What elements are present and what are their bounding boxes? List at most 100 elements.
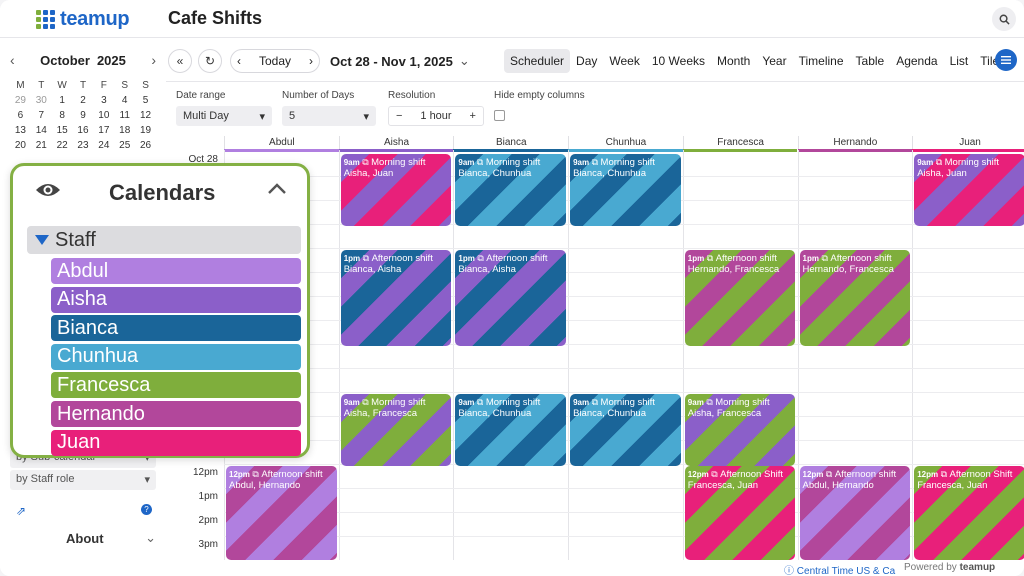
event-time: 9am (917, 158, 934, 167)
hide-empty-checkbox[interactable] (494, 110, 505, 121)
mini-cal-day[interactable]: 26 (140, 140, 152, 151)
column-header[interactable]: Juan (912, 136, 1024, 150)
calendar-item[interactable]: Aisha (51, 286, 301, 313)
view-tab[interactable]: Timeline (798, 54, 844, 68)
mini-cal-day[interactable]: 7 (38, 110, 45, 121)
mini-cal-day[interactable]: 10 (98, 110, 110, 121)
mini-cal-day[interactable]: 15 (56, 125, 68, 136)
column-header[interactable]: Chunhua (568, 136, 683, 150)
mini-cal-day[interactable]: 2 (80, 95, 86, 106)
mini-cal-day[interactable]: 8 (59, 110, 65, 121)
share-icon[interactable]: ⇗ (16, 504, 27, 518)
powered-by[interactable]: Powered by teamup (904, 562, 995, 573)
double-chevron-left-icon: « (176, 54, 184, 68)
mini-cal-day[interactable]: 23 (77, 140, 89, 151)
resolution-increase-button[interactable]: + (469, 110, 476, 122)
mini-cal-day[interactable]: 29 (14, 95, 26, 106)
shift-event[interactable]: 12pm ⧉ Afternoon Shift Francesca, Juan (684, 466, 796, 560)
mini-cal-day[interactable]: 4 (121, 95, 128, 106)
calendar-item[interactable]: Hernando (51, 401, 301, 427)
mini-cal-day[interactable]: 24 (98, 140, 110, 151)
mini-cal-day[interactable]: 9 (80, 110, 86, 121)
calendar-item[interactable]: Bianca (51, 315, 301, 342)
view-tab[interactable]: Month (717, 54, 751, 68)
shift-event[interactable]: 9am ⧉ Morning shift Aisha, Francesca (684, 394, 796, 466)
column-header[interactable]: Bianca (453, 136, 568, 150)
calendar-group-staff[interactable]: Staff (27, 226, 301, 254)
shift-event[interactable]: 9am ⧉ Morning shift Aisha, Francesca (340, 394, 452, 466)
shift-event[interactable]: 9am ⧉ Morning shift Aisha, Juan (340, 154, 452, 226)
mini-cal-day[interactable]: 14 (35, 125, 47, 136)
shift-event[interactable]: 9am ⧉ Morning shift Bianca, Chunhua (570, 154, 681, 226)
mini-cal-day[interactable]: 17 (98, 125, 110, 136)
calendar-item[interactable]: Juan (51, 429, 301, 456)
mini-cal-day[interactable]: 22 (56, 140, 68, 151)
date-range-picker[interactable]: Oct 28 - Nov 1, 2025 ⌄ (330, 53, 470, 69)
mini-cal-day[interactable]: 1 (59, 95, 65, 106)
date-range-select[interactable]: Multi Day ▾ (176, 106, 272, 126)
shift-event[interactable]: 9am ⧉ Morning shift Aisha, Juan (914, 154, 1024, 226)
refresh-button[interactable]: ↻ (198, 49, 222, 73)
mini-cal-day[interactable]: 6 (17, 110, 24, 121)
event-time: 12pm (687, 470, 709, 479)
mini-cal-day[interactable]: 5 (142, 95, 149, 106)
search-button[interactable] (992, 7, 1016, 31)
shift-event[interactable]: 9am ⧉ Morning shift Bianca, Chunhua (455, 394, 567, 466)
timezone-link[interactable]: ⓘ Central Time US & Ca (784, 566, 896, 576)
prev-period-button[interactable]: ‹ (237, 54, 241, 68)
column-header[interactable]: Francesca (682, 136, 798, 150)
mini-cal-day[interactable]: 30 (35, 95, 47, 106)
mini-cal-day[interactable]: 11 (119, 110, 130, 121)
mini-cal-day[interactable]: 19 (140, 125, 152, 136)
shift-event[interactable]: 1pm ⧉ Afternoon shift Bianca, Aisha (455, 250, 567, 346)
view-tab[interactable]: List (949, 54, 969, 68)
column-header[interactable]: Abdul (224, 136, 339, 150)
mini-cal-next-button[interactable]: › (151, 52, 156, 68)
view-tab[interactable]: Week (609, 54, 640, 68)
mini-cal-day[interactable]: 21 (35, 140, 47, 151)
mini-cal-day[interactable]: 16 (77, 125, 89, 136)
column-header[interactable]: Hernando (797, 136, 913, 150)
about-label: About (66, 530, 104, 546)
main-menu-button[interactable] (995, 49, 1017, 71)
next-period-button[interactable]: › (309, 54, 313, 68)
about-section-toggle[interactable]: About ⌄ (10, 530, 156, 546)
mini-cal-day[interactable]: 20 (14, 140, 26, 151)
column-header[interactable]: Aisha (338, 136, 454, 150)
shift-event[interactable]: 1pm ⧉ Afternoon shift Hernando, Francesca (684, 250, 796, 346)
shift-event[interactable]: 9am ⧉ Morning shift Bianca, Chunhua (570, 394, 681, 466)
calendar-item[interactable]: Chunhua (51, 343, 301, 370)
shift-event[interactable]: 1pm ⧉ Afternoon shift Bianca, Aisha (340, 250, 452, 346)
view-tab[interactable]: 10 Weeks (651, 54, 705, 68)
chevron-up-icon[interactable] (267, 183, 287, 195)
mini-cal-title: October 2025 (40, 53, 126, 68)
num-days-select[interactable]: 5 ▾ (282, 106, 376, 126)
help-icon[interactable]: ? (141, 504, 152, 515)
view-tab[interactable]: Scheduler (504, 49, 571, 73)
hour-gridline (224, 248, 1024, 249)
shift-event[interactable]: 12pm ⧉ Afternoon shift Abdul, Hernando (226, 466, 337, 560)
shift-event[interactable]: 1pm ⧉ Afternoon shift Hernando, Francesca (799, 250, 911, 346)
mini-cal-day[interactable]: 18 (119, 125, 131, 136)
view-by-role-select[interactable]: by Staff role ▾ (10, 470, 156, 490)
view-tab[interactable]: Year (762, 54, 787, 68)
view-tab[interactable]: Agenda (896, 54, 938, 68)
shift-event[interactable]: 12pm ⧉ Afternoon shift Abdul, Hernando (799, 466, 911, 560)
view-tab[interactable]: Day (576, 54, 598, 68)
event-time: 1pm (343, 254, 361, 263)
view-tab[interactable]: Table (855, 54, 885, 68)
mini-cal-day[interactable]: 13 (14, 125, 26, 136)
mini-cal-day[interactable]: 3 (101, 95, 107, 106)
collapse-sidebar-button[interactable]: « (168, 49, 192, 73)
calendar-item[interactable]: Francesca (51, 372, 301, 399)
teamup-logo[interactable]: teamup (36, 8, 130, 31)
mini-cal-day[interactable]: 12 (140, 110, 152, 121)
shift-event[interactable]: 12pm ⧉ Afternoon Shift Francesca, Juan (914, 466, 1024, 560)
mini-cal-prev-button[interactable]: ‹ (10, 52, 15, 68)
eye-icon[interactable] (35, 182, 61, 198)
mini-cal-day[interactable]: 25 (119, 140, 131, 151)
calendar-item[interactable]: Abdul (51, 258, 301, 284)
resolution-decrease-button[interactable]: − (396, 110, 403, 122)
today-button[interactable]: Today (258, 54, 292, 68)
shift-event[interactable]: 9am ⧉ Morning shift Bianca, Chunhua (455, 154, 567, 226)
